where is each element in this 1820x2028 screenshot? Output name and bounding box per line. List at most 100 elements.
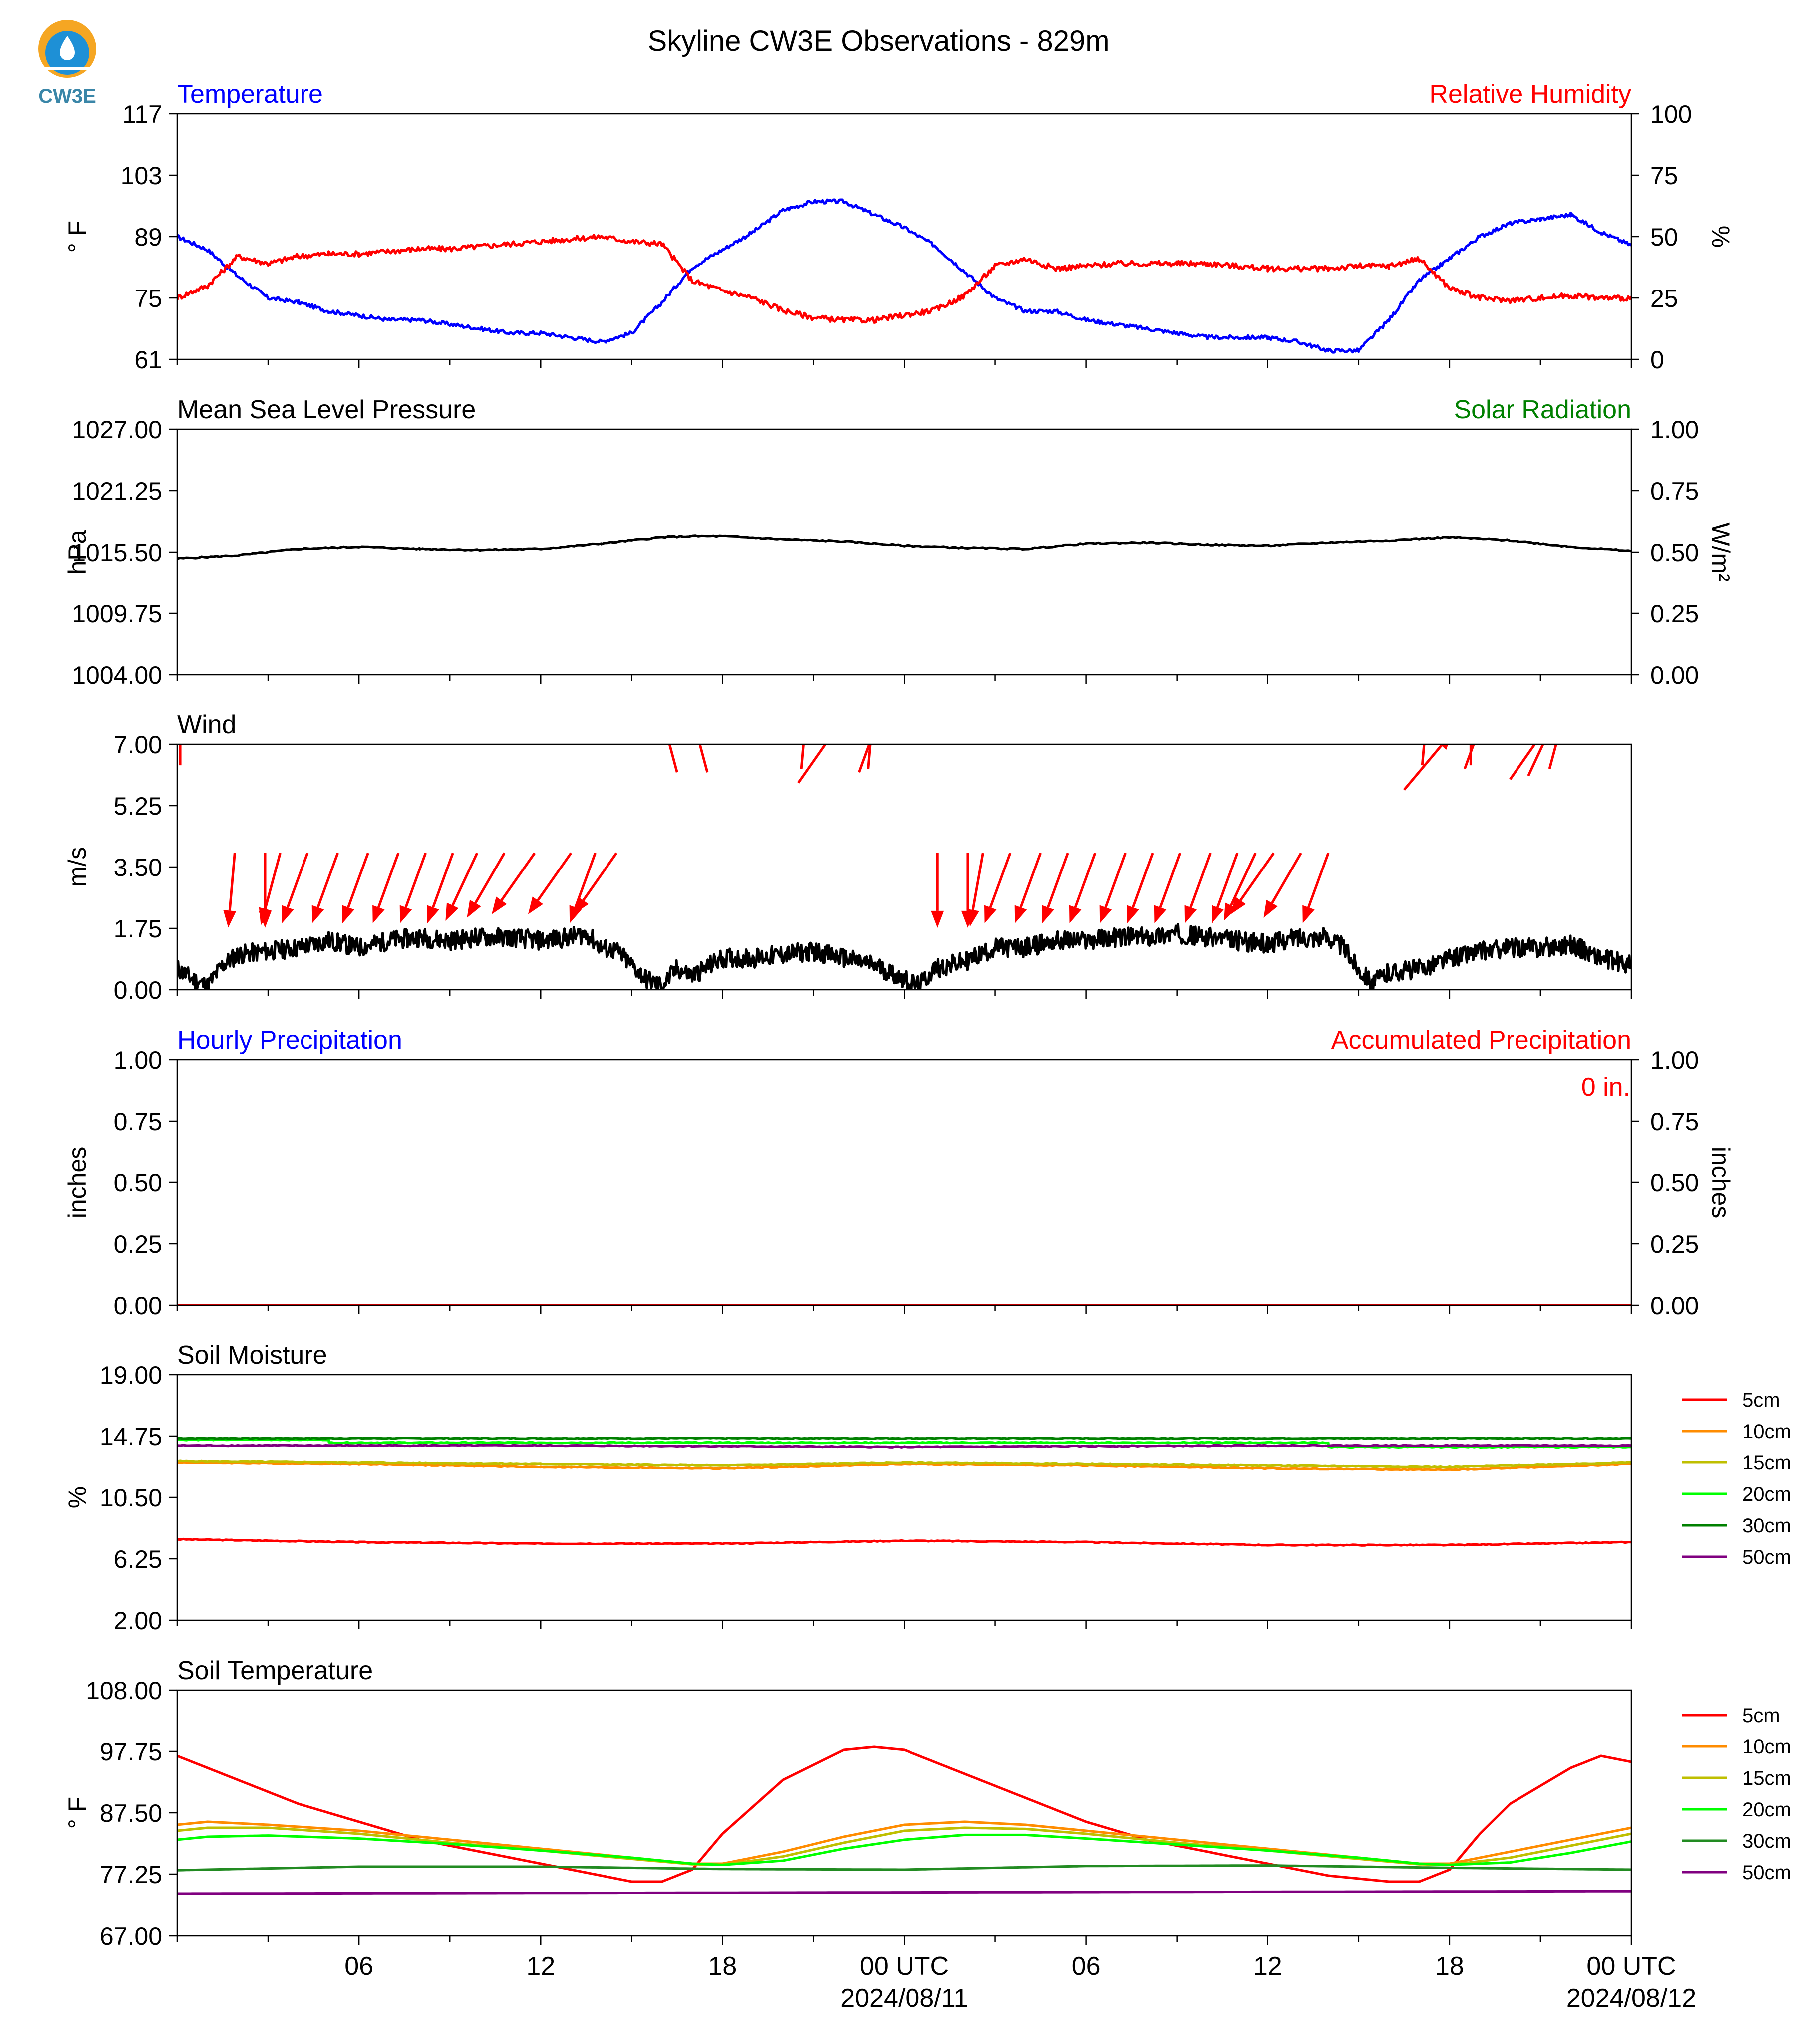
y-axis-label-left: inches — [63, 1147, 91, 1219]
wind-arrow-head — [1184, 905, 1197, 923]
wind-arrow — [858, 744, 871, 773]
y-tick-label-left: 108.00 — [86, 1677, 162, 1705]
y-tick-label-right: 0.00 — [1650, 1292, 1699, 1320]
y-tick-label-left: 117 — [122, 100, 162, 128]
wind-arrow-head — [656, 700, 668, 718]
wind-arrow-head — [492, 896, 507, 914]
series-line-50cm — [177, 1890, 1631, 1895]
y-tick-label-left: 7.00 — [114, 731, 162, 759]
wind-arrow — [259, 853, 282, 925]
wind-arrow — [1527, 708, 1560, 777]
legend-label: 5cm — [1742, 1705, 1780, 1727]
series-group — [174, 690, 1631, 990]
y-tick-label-left: 0.50 — [114, 1169, 162, 1197]
wind-arrow-shaft — [228, 853, 236, 911]
wind-arrow — [1230, 852, 1275, 914]
legend-label: 20cm — [1742, 1483, 1791, 1505]
wind-arrow — [1127, 853, 1154, 923]
y-tick-label-left: 2.00 — [114, 1607, 162, 1635]
y-tick-label-left: 97.75 — [100, 1738, 162, 1766]
wind-arrow — [1302, 853, 1330, 923]
wind-arrow-head — [528, 896, 544, 914]
panel-title-right: Accumulated Precipitation — [1331, 1026, 1631, 1055]
x-tick-label: 00 UTC — [860, 1952, 949, 1981]
wind-arrow-shaft — [582, 852, 618, 901]
panel-wind: 7.00 5.25 3.50 1.75 0.00 m/s Wind — [63, 690, 1632, 1004]
series-line-10cm — [177, 1820, 1631, 1865]
wind-arrow — [467, 852, 506, 918]
y-axis-label-right: inches — [1707, 1147, 1735, 1219]
wind-arrow-shaft — [1189, 853, 1212, 908]
wind-arrow-head — [1014, 905, 1027, 923]
wind-arrow-head — [1464, 690, 1477, 707]
wind-arrow-head — [1421, 691, 1434, 708]
panel-frame — [176, 1059, 1632, 1306]
wind-arrow-head — [399, 905, 412, 923]
wind-arrow-shaft — [1239, 852, 1275, 901]
series-line-15cm — [177, 1459, 1631, 1469]
y-tick-label-left: 5.25 — [114, 792, 162, 820]
wind-arrow — [573, 852, 618, 914]
wind-arrow-shaft — [347, 853, 369, 908]
wind-arrow-shaft — [1074, 853, 1097, 908]
series-line-0 — [177, 534, 1631, 560]
wind-arrow-shaft — [377, 853, 400, 908]
panel-title-right: Relative Humidity — [1429, 80, 1631, 109]
wind-arrow — [1421, 691, 1434, 766]
panel-title-left: Soil Temperature — [177, 1656, 373, 1685]
logo-wave — [45, 67, 90, 70]
y-tick-label-left: 75 — [134, 285, 162, 312]
y-tick-label-left: 0.25 — [114, 1230, 162, 1258]
wind-arrow — [282, 853, 309, 923]
wind-arrow — [1463, 744, 1475, 770]
wind-arrow-head — [1302, 905, 1315, 923]
wind-arrow-head — [174, 690, 187, 707]
y-axis-label-left: hPa — [63, 530, 91, 574]
series-line-20cm — [177, 1438, 1631, 1449]
wind-arrow-head — [282, 905, 294, 923]
logo-text: CW3E — [38, 85, 96, 107]
y-tick-label-right: 50 — [1650, 223, 1678, 251]
wind-arrow-shaft — [1463, 744, 1475, 770]
x-tick-label: 18 — [708, 1952, 737, 1981]
wind-arrow-shaft — [432, 853, 454, 908]
wind-arrow — [372, 853, 400, 923]
y-tick-label-left: 0.00 — [114, 1292, 162, 1320]
x-tick-label: 00 UTC — [1586, 1952, 1676, 1981]
wind-arrow — [1509, 744, 1536, 780]
wind-arrow-head — [1263, 899, 1278, 918]
wind-arrow-shaft — [1104, 853, 1127, 908]
wind-arrow-shaft — [1271, 852, 1302, 904]
series-group — [177, 198, 1631, 354]
wind-arrow-shaft — [858, 744, 871, 773]
y-tick-label-left: 1009.75 — [72, 600, 162, 628]
wind-arrow-head — [1547, 708, 1560, 726]
y-tick-label-right: 0.00 — [1650, 661, 1699, 689]
series-line-5cm — [177, 1537, 1631, 1547]
wind-arrow-shaft — [1216, 853, 1239, 908]
wind-arrow-shaft — [286, 853, 309, 908]
panel-title-left: Hourly Precipitation — [177, 1026, 402, 1055]
wind-arrow — [1212, 853, 1239, 923]
series-line-1 — [177, 234, 1631, 324]
legend-label: 10cm — [1742, 1421, 1791, 1443]
legend-label: 30cm — [1742, 1515, 1791, 1537]
wind-arrow — [800, 744, 805, 769]
wind-arrow-head — [867, 694, 880, 712]
wind-arrow-shaft — [1403, 744, 1443, 791]
x-tick-label: 12 — [1253, 1952, 1282, 1981]
panel-frame — [176, 113, 1632, 360]
wind-arrow — [984, 853, 1012, 923]
series-group — [177, 1745, 1631, 1895]
y-tick-label-left: 67.00 — [100, 1922, 162, 1950]
panel-precipitation: 1.00 0.75 0.50 0.25 0.00 1.00 0.75 0.50 0.25 0.00… — [63, 1026, 1735, 1320]
y-tick-label-right: 75 — [1650, 162, 1678, 190]
wind-arrow — [1403, 744, 1449, 791]
y-tick-label-right: 0 — [1650, 346, 1664, 374]
wind-arrow-head — [984, 905, 997, 923]
wind-arrow-head — [686, 700, 698, 718]
wind-arrow-shaft — [1421, 744, 1426, 766]
panel-frame — [176, 1374, 1632, 1621]
wind-arrow-shaft — [989, 853, 1012, 908]
wind-arrow-shaft — [316, 853, 339, 908]
